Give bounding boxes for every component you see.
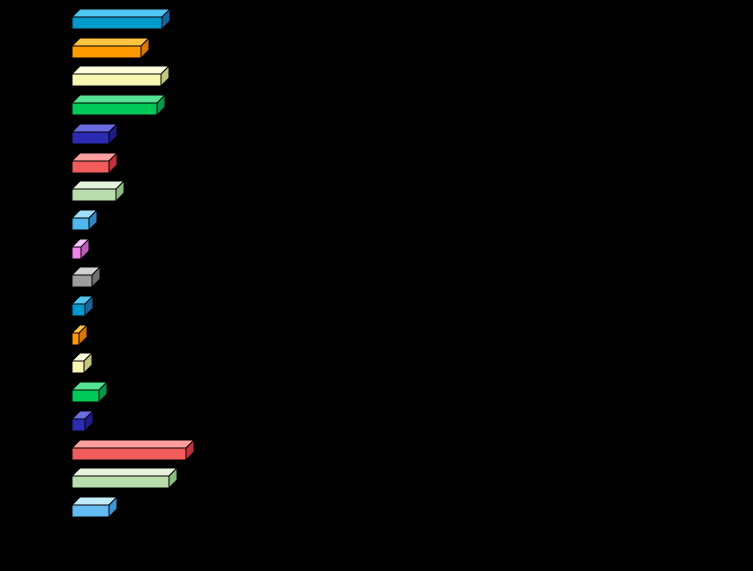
bar-row-15-dark-blue — [71, 410, 94, 432]
bar-row-11-cyan-blue — [71, 295, 94, 317]
bar-front-face — [71, 418, 86, 432]
bar-top-face — [71, 180, 125, 190]
bar-front-face — [71, 217, 90, 231]
bar-front-face — [71, 332, 80, 346]
bar-row-5-dark-blue — [71, 123, 118, 145]
bar-top-face — [71, 37, 150, 47]
bar-front-face — [71, 188, 117, 202]
bar-front-face — [71, 45, 142, 59]
bar-top-face — [71, 439, 195, 449]
bar-row-16-salmon-red — [71, 439, 195, 461]
bar-row-9-violet-pink — [71, 238, 90, 260]
bar-front-face — [71, 504, 110, 518]
bar-front-face — [71, 360, 85, 374]
bar-front-face — [71, 73, 162, 87]
bar-row-8-light-blue — [71, 209, 98, 231]
bar-row-17-pale-green — [71, 467, 178, 489]
bar-front-face — [71, 160, 110, 174]
bar-top-face — [71, 467, 178, 477]
bar-front-face — [71, 274, 93, 288]
bar-top-face — [71, 8, 171, 18]
bar-row-13-pale-yellow — [71, 352, 93, 374]
bar-front-face — [71, 389, 100, 403]
bar-front-face — [71, 102, 158, 116]
bar-row-2-orange — [71, 37, 150, 59]
bar-row-14-green — [71, 381, 108, 403]
bar-row-6-salmon-red — [71, 152, 118, 174]
bar-row-1-cyan-blue — [71, 8, 171, 30]
bar-row-18-sky-blue — [71, 496, 118, 518]
bar-row-7-pale-green — [71, 180, 125, 202]
bar-row-12-orange — [71, 324, 88, 346]
bar-front-face — [71, 475, 170, 489]
bar-front-face — [71, 16, 163, 30]
bar-row-3-pale-yellow — [71, 65, 170, 87]
bar-front-face — [71, 447, 187, 461]
bar-front-face — [71, 303, 86, 317]
bar-front-face — [71, 131, 110, 145]
bar-row-4-green — [71, 94, 166, 116]
bar-top-face — [71, 65, 170, 75]
bar-row-10-gray — [71, 266, 101, 288]
bar-top-face — [71, 94, 166, 104]
bar-front-face — [71, 246, 82, 260]
